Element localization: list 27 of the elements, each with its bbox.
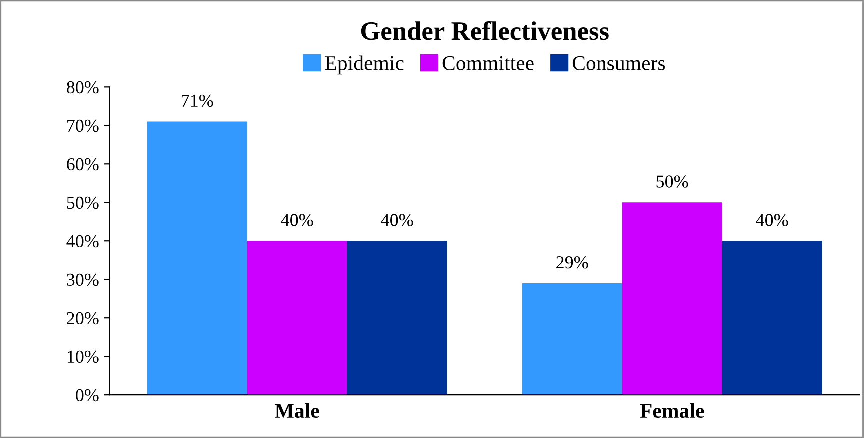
data-label: 40% (281, 214, 314, 226)
data-label: 71% (182, 94, 214, 108)
y-tick-label: 10% (68, 350, 99, 364)
y-tick-label: 0% (76, 389, 99, 402)
data-label: 40% (756, 214, 788, 226)
y-tick-label: 30% (67, 274, 99, 286)
legend-label: Committee (442, 56, 534, 70)
bar (347, 241, 448, 396)
y-tick-label: 40% (66, 235, 99, 248)
bar (147, 122, 248, 396)
data-label: 40% (381, 214, 414, 226)
x-tick-label: Female (640, 403, 704, 418)
data-label: 50% (656, 176, 688, 188)
x-tick-label: Male (275, 403, 320, 418)
chart-title: Gender Reflectiveness (361, 21, 609, 40)
legend-label: Consumers (572, 56, 666, 70)
legend-label: Epidemic (325, 56, 404, 75)
bar (522, 283, 622, 396)
data-label: 29% (556, 256, 588, 269)
bar (722, 241, 822, 396)
y-tick-label: 70% (68, 120, 99, 132)
y-tick-label: 50% (67, 196, 99, 210)
y-tick-label: 80% (67, 81, 99, 94)
bar (622, 202, 722, 396)
bar (247, 241, 348, 396)
y-tick-label: 60% (67, 158, 99, 171)
y-tick-label: 20% (67, 312, 99, 325)
